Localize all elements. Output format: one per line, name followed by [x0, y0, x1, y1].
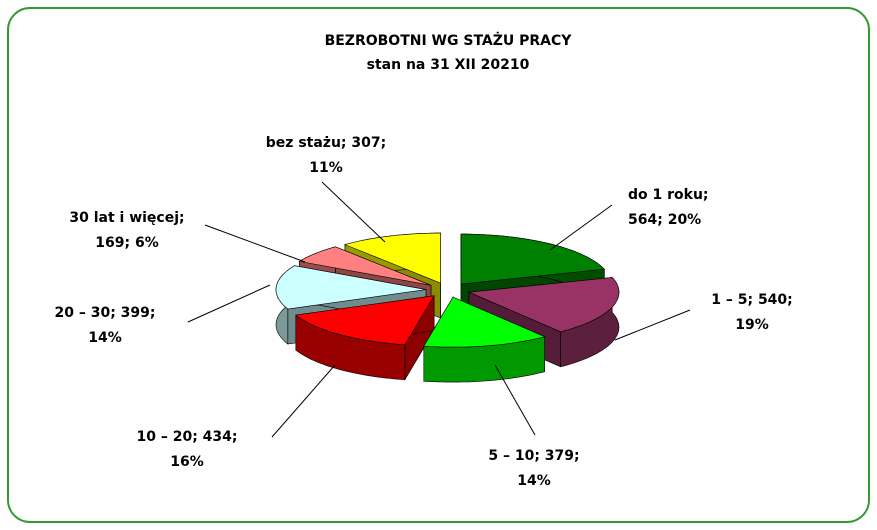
- leader-line: [614, 309, 691, 341]
- data-label: 5 – 10; 379;: [488, 448, 579, 464]
- data-label: 20 – 30; 399;: [54, 305, 155, 321]
- leader-line: [549, 204, 613, 251]
- data-label: 19%: [735, 317, 769, 333]
- data-label: 14%: [517, 473, 551, 489]
- chart-subtitle: stan na 31 XII 20210: [367, 57, 530, 73]
- leader-line: [271, 364, 336, 438]
- slice-top: [295, 295, 435, 346]
- data-label: 169; 6%: [95, 235, 158, 251]
- leader-line: [204, 224, 306, 263]
- data-label: 14%: [88, 330, 122, 346]
- slice-top: [275, 265, 427, 310]
- data-label: 10 – 20; 434;: [136, 429, 237, 445]
- leader-line: [321, 181, 386, 243]
- slice-top: [467, 277, 620, 333]
- slice-top: [460, 233, 605, 285]
- data-label: 30 lat i więcej;: [69, 210, 184, 226]
- data-label: 564; 20%: [628, 212, 701, 228]
- data-label: do 1 roku;: [628, 187, 709, 203]
- data-label: 1 – 5; 540;: [711, 292, 793, 308]
- chart-title: BEZROBOTNI WG STAŻU PRACY: [325, 32, 573, 49]
- data-label: 16%: [170, 454, 204, 470]
- data-label: bez stażu; 307;: [266, 135, 386, 151]
- data-label: 11%: [309, 160, 343, 176]
- slice-top: [423, 296, 546, 348]
- leader-line: [494, 364, 536, 436]
- slice-top: [298, 246, 432, 286]
- slice: [295, 294, 435, 381]
- slice: [423, 296, 546, 383]
- leader-line: [187, 284, 271, 323]
- slice-top: [344, 232, 441, 284]
